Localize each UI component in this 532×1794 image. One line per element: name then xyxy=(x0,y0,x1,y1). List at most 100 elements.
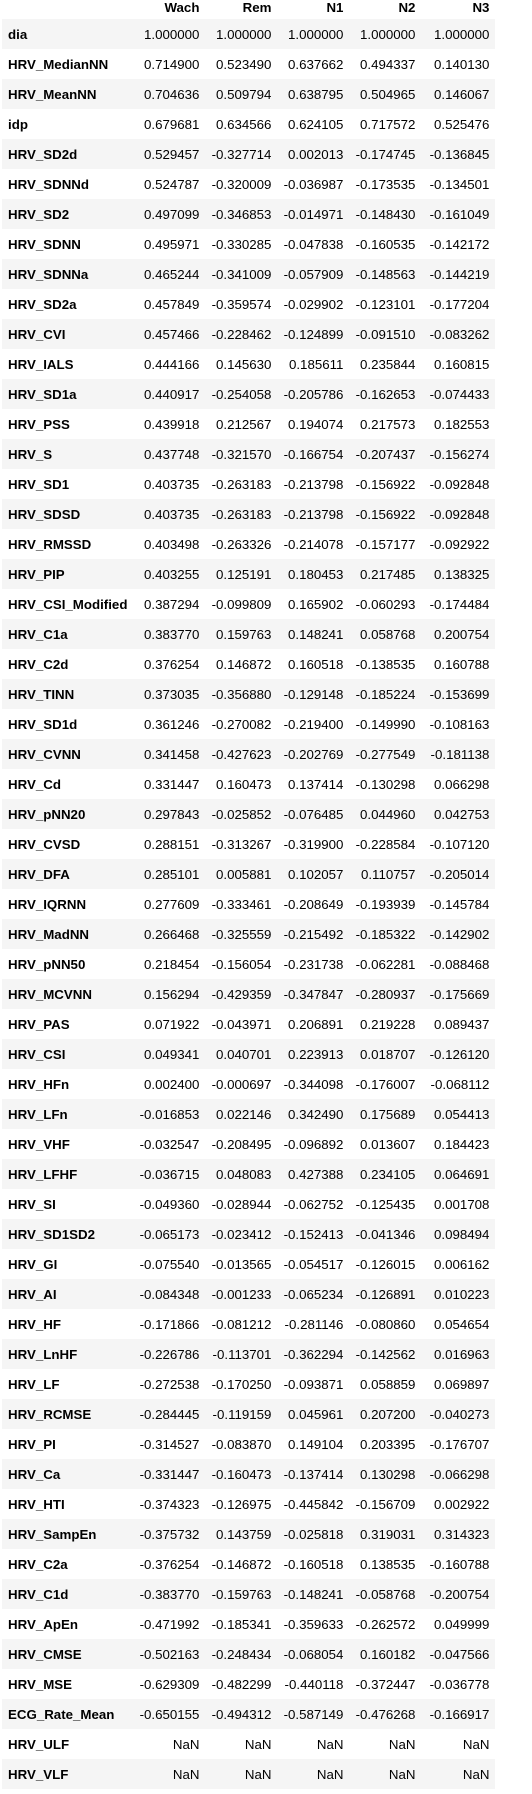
table-cell: 0.058768 xyxy=(359,626,416,642)
table-cell: -0.001233 xyxy=(211,1286,272,1302)
table-cell: -0.156274 xyxy=(429,446,490,462)
table-cell: -0.126975 xyxy=(211,1496,272,1512)
table-cell: -0.629309 xyxy=(139,1676,200,1692)
table-cell: -0.376254 xyxy=(139,1556,200,1572)
row-index-label: HRV_pNN50 xyxy=(8,956,86,972)
table-cell: 0.182553 xyxy=(433,416,490,432)
table-cell: -0.213798 xyxy=(283,476,344,492)
table-row: HRV_C2a -0.376254 -0.146872 -0.160518 0.1385… xyxy=(2,1549,496,1579)
table-cell: 0.058859 xyxy=(359,1376,416,1392)
table-cell: -0.254058 xyxy=(211,386,272,402)
table-cell: -0.088468 xyxy=(429,956,490,972)
table-cell: -0.156922 xyxy=(355,506,416,522)
table-cell: 0.465244 xyxy=(143,266,200,282)
table-cell: 0.529457 xyxy=(143,146,200,162)
table-cell: NaN xyxy=(388,1736,416,1752)
table-cell: -0.202769 xyxy=(283,746,344,762)
index-header xyxy=(2,0,134,19)
table-cell: NaN xyxy=(172,1736,200,1752)
table-cell: -0.440118 xyxy=(284,1676,344,1692)
table-row: HRV_SD2a 0.457849 -0.359574 -0.029902 -0.123… xyxy=(2,289,496,319)
table-cell: 0.022146 xyxy=(215,1106,272,1122)
table-cell: 0.130298 xyxy=(359,1466,416,1482)
table-cell: 0.509794 xyxy=(215,86,272,102)
table-cell: -0.347847 xyxy=(283,986,344,1002)
table-cell: -0.175669 xyxy=(429,986,490,1002)
table-cell: -0.262572 xyxy=(355,1616,416,1632)
table-cell: -0.113701 xyxy=(212,1346,272,1362)
table-cell: 0.319031 xyxy=(359,1526,416,1542)
table-row: HRV_SDNNa 0.465244 -0.341009 -0.057909 -0.14… xyxy=(2,259,496,289)
table-cell: 0.145630 xyxy=(215,356,272,372)
table-cell: -0.043971 xyxy=(211,1016,272,1032)
table-cell: -0.502163 xyxy=(139,1646,200,1662)
table-cell: -0.060293 xyxy=(355,596,416,612)
table-cell: NaN xyxy=(388,1766,416,1782)
table-cell: 0.403735 xyxy=(143,476,200,492)
table-cell: 0.175689 xyxy=(359,1106,416,1122)
table-cell: 0.165902 xyxy=(287,596,344,612)
column-header: N2 xyxy=(349,0,422,19)
table-cell: -0.160518 xyxy=(283,1556,344,1572)
table-cell: -0.126015 xyxy=(355,1256,416,1272)
table-cell: 0.525476 xyxy=(433,116,490,132)
table-cell: -0.359574 xyxy=(211,296,272,312)
table-cell: -0.161049 xyxy=(429,206,490,222)
row-index-label: HRV_C1d xyxy=(8,1586,69,1602)
table-cell: -0.207437 xyxy=(355,446,416,462)
table-cell: 0.160182 xyxy=(359,1646,416,1662)
table-cell: -0.047838 xyxy=(283,236,344,252)
table-cell: 0.066298 xyxy=(433,776,490,792)
row-index-label: HRV_LFHF xyxy=(8,1166,78,1182)
table-cell: -0.166917 xyxy=(429,1706,490,1722)
table-cell: 0.042753 xyxy=(433,806,490,822)
table-cell: 0.146067 xyxy=(433,86,490,102)
table-row: HRV_CSI 0.049341 0.040701 0.223913 0.018707-… xyxy=(2,1039,496,1069)
table-cell: 0.440917 xyxy=(143,386,200,402)
table-cell: 0.018707 xyxy=(359,1046,416,1062)
correlation-table: Wach Rem N1 N2 N3 dia 1.000000 1.000000 1.0… xyxy=(2,0,496,1789)
table-cell: -0.075540 xyxy=(139,1256,200,1272)
table-row: HRV_LF -0.272538 -0.170250 -0.093871 0.05885… xyxy=(2,1369,496,1399)
table-cell: -0.427623 xyxy=(211,746,272,762)
table-cell: -0.032547 xyxy=(139,1136,200,1152)
row-index-label: HRV_LnHF xyxy=(8,1346,78,1362)
table-cell: -0.145784 xyxy=(429,896,490,912)
table-cell: -0.313267 xyxy=(211,836,272,852)
table-cell: 0.102057 xyxy=(287,866,344,882)
table-cell: 0.016963 xyxy=(433,1346,490,1362)
table-row: HRV_MedianNN 0.714900 0.523490 0.637662 0.49… xyxy=(2,49,496,79)
table-cell: 0.457849 xyxy=(143,296,200,312)
table-cell: 0.146872 xyxy=(215,656,272,672)
row-index-label: dia xyxy=(8,26,28,42)
row-index-label: HRV_SD2a xyxy=(8,296,77,312)
table-cell: -0.173535 xyxy=(355,176,416,192)
table-row: HRV_SDNNd 0.524787 -0.320009 -0.036987 -0.17… xyxy=(2,169,496,199)
table-cell: 0.006162 xyxy=(433,1256,490,1272)
row-index-label: HRV_Ca xyxy=(8,1466,61,1482)
table-cell: -0.219400 xyxy=(283,716,344,732)
table-cell: 0.427388 xyxy=(287,1166,344,1182)
table-cell: -0.171866 xyxy=(139,1316,200,1332)
table-cell: 0.497099 xyxy=(143,206,200,222)
row-index-label: HRV_SD1 xyxy=(8,476,70,492)
table-row: HRV_PSS 0.439918 0.212567 0.194074 0.217573 0… xyxy=(2,409,496,439)
table-cell: 0.403735 xyxy=(143,506,200,522)
table-cell: -0.142902 xyxy=(429,926,490,942)
table-cell: -0.270082 xyxy=(211,716,272,732)
table-cell: -0.226786 xyxy=(139,1346,200,1362)
table-cell: 0.156294 xyxy=(143,986,200,1002)
table-row: HRV_MSE -0.629309 -0.482299 -0.440118 -0.372… xyxy=(2,1669,496,1699)
table-cell: -0.157177 xyxy=(355,536,416,552)
table-row: HRV_RCMSE -0.284445 -0.119159 0.045961 0.207… xyxy=(2,1399,496,1429)
table-cell: -0.160788 xyxy=(429,1556,490,1572)
table-cell: -0.083262 xyxy=(429,326,490,342)
table-cell: 0.148241 xyxy=(287,626,344,642)
table-cell: -0.065173 xyxy=(139,1226,200,1242)
table-row: HRV_SD2d 0.529457 -0.327714 0.002013 -0.1747… xyxy=(2,139,496,169)
table-cell: -0.205786 xyxy=(283,386,344,402)
table-cell: 0.069897 xyxy=(433,1376,490,1392)
table-cell: 0.704636 xyxy=(143,86,200,102)
table-cell: -0.263183 xyxy=(211,476,272,492)
table-cell: 0.160518 xyxy=(287,656,344,672)
